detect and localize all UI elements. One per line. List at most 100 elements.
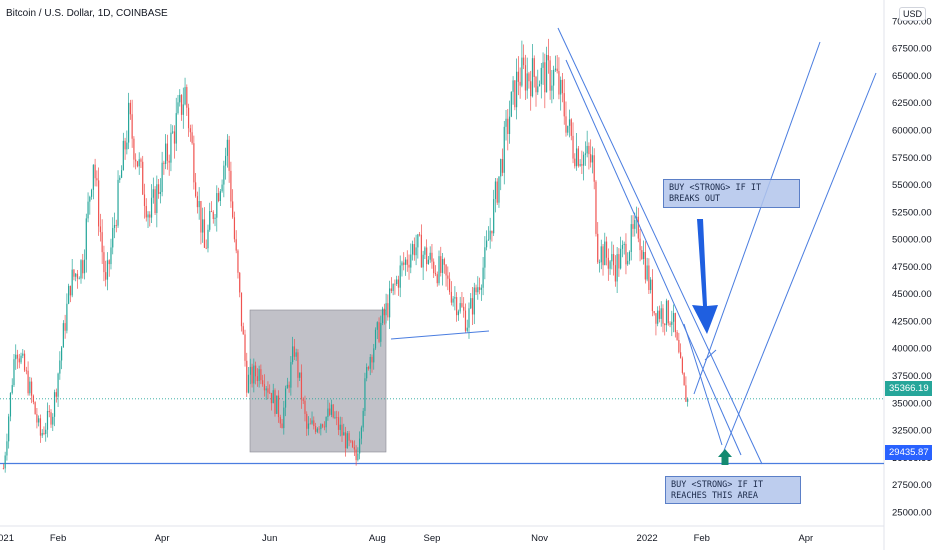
candle-body [380,323,382,342]
candle-body [450,291,452,303]
candle-body [681,358,683,373]
candle-body [232,201,234,218]
candle-body [34,402,36,415]
candle-body [314,426,317,432]
candle-body [634,220,636,229]
candle-body [648,265,650,291]
candle-body [434,273,437,275]
candle-body [29,381,31,394]
candle-body [575,148,578,167]
candle-body [482,267,484,288]
candle-body [131,114,133,139]
candle-body [523,57,525,66]
candle-body [443,259,445,265]
candle-body [309,423,311,425]
candle-body [627,260,629,265]
candle-body [274,390,276,414]
y-tick-label: 65000.00 [892,71,932,82]
candle-body [498,176,500,203]
last-price-tag: 35366.19 [885,381,932,396]
candle-body [420,234,422,268]
candle-body [128,102,130,143]
candle-body [609,261,611,269]
candle-body [48,410,50,413]
candle-body [427,259,430,265]
candle-body [249,366,251,375]
candle-body [225,155,227,166]
candle-body [251,366,253,384]
candle-body [186,87,188,108]
candle-body [150,197,153,218]
candle-body [600,246,602,263]
candle-body [584,153,586,155]
candle-body [357,453,359,461]
channel-left-line [693,41,821,395]
support-note[interactable]: BUY <STRONG> IF IT REACHES THIS AREA [665,476,801,504]
candle-body [367,366,370,369]
candle-body [411,244,414,255]
candle-body [478,287,481,290]
candle-body [75,273,77,277]
x-tick-label: Feb [50,533,66,544]
candle-body [265,388,267,391]
candle-body [263,384,266,391]
currency-button[interactable]: USD [899,7,927,21]
candle-body [581,164,583,166]
candle-body [396,279,398,285]
candle-body [200,200,202,233]
breakout-arrow-icon [692,219,718,334]
candle-body [15,354,17,360]
candle-body [445,264,447,276]
candle-body [660,308,662,319]
candle-body [524,65,527,91]
candle-body [177,102,179,114]
candle-body [195,182,197,197]
candle-body [299,372,301,378]
candle-body [136,161,139,167]
candle-body [568,119,571,126]
x-tick-label: Feb [694,533,710,544]
breakout-note[interactable]: BUY <STRONG> IF IT BREAKS OUT [663,179,800,208]
candle-body [262,380,264,385]
candle-body [359,438,361,454]
candle-body [295,352,297,357]
y-tick-label: 60000.00 [892,126,932,137]
candle-body [456,297,458,316]
y-tick-label: 32500.00 [892,426,932,437]
candle-body [89,196,91,202]
candle-body [103,252,105,273]
candle-body [574,158,576,167]
candle-body [447,275,449,279]
y-tick-label: 57500.00 [892,153,932,164]
candle-body [205,247,207,249]
candle-body [133,138,135,160]
candle-body [353,447,355,450]
candle-body [85,218,87,260]
candle-body [554,68,557,70]
candle-body [542,62,544,68]
candle-body [376,322,378,330]
candle-body [337,417,340,430]
candle-body [52,416,54,425]
candle-body [614,265,616,282]
candle-body [31,381,33,396]
candle-body [650,279,652,291]
candle-body [322,424,324,427]
candle-body [683,372,685,386]
candle-body [676,332,678,340]
candle-body [628,252,631,261]
candle-body [526,73,528,91]
support-price-tag: 29435.87 [885,445,932,460]
candle-body [665,300,668,326]
candle-body [426,247,428,265]
candle-body [642,252,645,259]
candle-body [172,131,174,133]
candle-body [138,159,140,167]
candle-body [300,372,303,400]
candle-body [431,252,433,262]
candle-body [240,292,243,327]
channel-right-line [722,72,877,454]
x-tick-label: Jun [262,533,277,544]
candle-body [519,81,521,86]
